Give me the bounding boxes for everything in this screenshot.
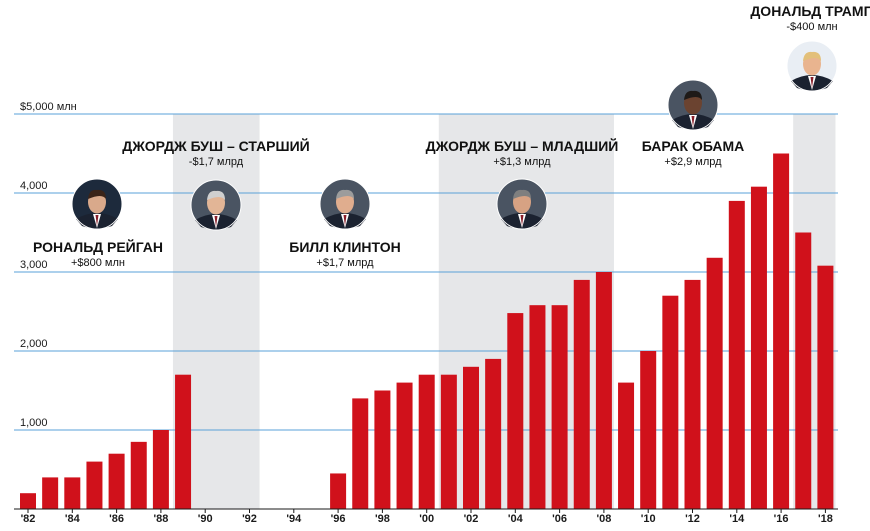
bar-1987 <box>130 441 147 509</box>
x-tick-label: '00 <box>419 513 434 525</box>
bar-2000 <box>418 374 435 509</box>
x-tick-label: '02 <box>464 513 479 525</box>
x-tick-label: '98 <box>375 513 390 525</box>
x-ticks: '82 '84 '86 '88 '90 '92 '94 '96 '98 '00 '02 '04 '06 '… <box>21 509 833 525</box>
president-name: БАРАК ОБАМА <box>642 138 745 154</box>
bar-2007 <box>573 279 590 509</box>
budget-change: +$1,3 млрд <box>493 156 551 168</box>
bush-jr-portrait-icon <box>496 178 548 230</box>
budget-change: +$1,7 млрд <box>316 257 374 269</box>
president-name: БИЛЛ КЛИНТОН <box>289 239 400 255</box>
x-tick-label: '84 <box>65 513 81 525</box>
bar-2013 <box>706 257 723 509</box>
budget-change: +$2,9 млрд <box>664 156 722 168</box>
bar-2001 <box>440 374 457 509</box>
clinton-portrait-icon <box>319 178 371 230</box>
bar-2014 <box>728 200 745 509</box>
x-tick-label: '96 <box>331 513 346 525</box>
bar-1989 <box>175 374 192 509</box>
bar-1998 <box>374 390 391 509</box>
x-tick-label: '08 <box>596 513 611 525</box>
bush-sr-portrait-icon <box>190 179 242 231</box>
bar-2017 <box>795 232 812 509</box>
x-tick-label: '94 <box>286 513 302 525</box>
x-tick-label: '86 <box>109 513 124 525</box>
bar-2004 <box>507 313 524 509</box>
x-tick-label: '14 <box>729 513 745 525</box>
bar-2011 <box>662 295 679 509</box>
budget-change: +$800 млн <box>71 257 125 269</box>
x-tick-label: '06 <box>552 513 567 525</box>
x-tick-label: '18 <box>818 513 833 525</box>
bar-2018 <box>817 265 834 509</box>
x-tick-label: '12 <box>685 513 700 525</box>
bar-2009 <box>618 382 635 509</box>
bar-1983 <box>42 477 59 509</box>
bar-1982 <box>20 493 36 509</box>
y-tick-label: 4,000 <box>20 180 48 192</box>
president-name: ДЖОРДЖ БУШ – МЛАДШИЙ <box>426 137 619 154</box>
x-tick-label: '82 <box>21 513 36 525</box>
presidents: РОНАЛЬД РЕЙГАН +$800 млн ДЖОРДЖ БУШ – СТАР… <box>33 3 870 269</box>
x-tick-label: '88 <box>153 513 168 525</box>
bar-2002 <box>463 366 479 509</box>
y-tick-label: $5,000 млн <box>20 101 77 113</box>
y-tick-label: 1,000 <box>20 417 48 429</box>
x-tick-label: '90 <box>198 513 213 525</box>
bar-1997 <box>352 398 369 509</box>
bar-1999 <box>396 382 413 509</box>
president-name: РОНАЛЬД РЕЙГАН <box>33 238 163 255</box>
bar-2005 <box>529 305 546 509</box>
bar-1984 <box>64 477 81 509</box>
bar-2003 <box>485 358 502 509</box>
x-tick-label: '92 <box>242 513 257 525</box>
bar-1988 <box>152 430 169 509</box>
bar-2006 <box>551 305 568 509</box>
x-tick-label: '10 <box>641 513 656 525</box>
bar-1985 <box>86 461 103 509</box>
budget-change: -$1,7 млрд <box>189 156 244 168</box>
trump-portrait-icon <box>786 40 838 92</box>
y-tick-label: 3,000 <box>20 259 48 271</box>
y-tick-label: 2,000 <box>20 338 48 350</box>
president-name: ДЖОРДЖ БУШ – СТАРШИЙ <box>122 137 309 154</box>
x-tick-label: '16 <box>774 513 789 525</box>
president-name: ДОНАЛЬД ТРАМП <box>750 3 870 19</box>
x-tick-label: '04 <box>508 513 524 525</box>
bars <box>20 153 834 509</box>
bar-2008 <box>595 272 612 509</box>
bar-2010 <box>640 351 657 509</box>
bar-1986 <box>108 453 125 509</box>
obama-portrait-icon <box>667 79 719 131</box>
reagan-portrait-icon <box>71 178 123 230</box>
bar-2015 <box>750 186 767 509</box>
y-ticks: 1,000 2,000 3,000 4,000 $5,000 млн <box>20 101 77 429</box>
bar-2016 <box>773 153 790 509</box>
bar-1996 <box>330 473 347 509</box>
budget-change: -$400 млн <box>786 21 837 33</box>
bar-2012 <box>684 279 701 509</box>
